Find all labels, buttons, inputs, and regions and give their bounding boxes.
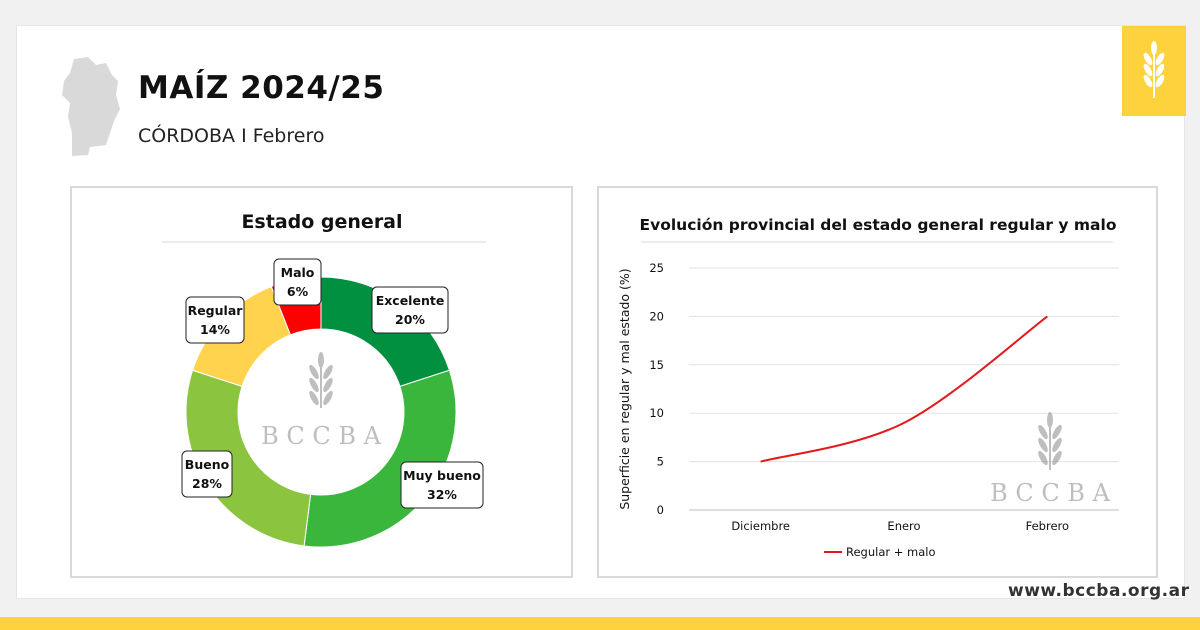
donut-chart: Estado general B C C B A Excelente 20% Muy… [162,211,486,548]
slice-category-label: Excelente [376,293,445,308]
slice-value-label: 28% [192,476,222,491]
y-tick-label: 0 [657,503,664,517]
y-tick-label: 20 [649,309,664,323]
slice-value-label: 32% [427,487,457,502]
data-label-regular: Regular 14% [185,296,245,344]
x-tick-label: Enero [887,519,920,533]
y-axis-label: Superficie en regular y mal estado (%) [617,268,632,509]
data-label-excelente: Excelente 20% [371,286,449,334]
slice-category-label: Regular [188,303,244,318]
line-chart-panel: Evolución provincial del estado general … [597,186,1158,578]
data-label-box [371,286,449,334]
slice-category-label: Muy bueno [403,468,481,483]
donut-chart-title: Estado general [241,211,402,233]
gridlines [689,267,1119,511]
donut-labels: Excelente 20% Muy bueno 32% Bueno 28% Regular 1… [181,258,484,509]
wheat-icon [1038,412,1062,470]
logo-badge [1122,26,1186,116]
data-label-bueno: Bueno 28% [181,450,233,498]
data-label-box [181,450,233,498]
legend: Regular + malo [824,545,936,559]
website-url[interactable]: www.bccba.org.ar [1008,581,1190,601]
province-map-icon [62,57,120,156]
watermark: B C C B A [990,412,1111,507]
donut-slice-bueno [185,369,312,547]
legend-label: Regular + malo [846,545,936,559]
line-chart: Evolución provincial del estado general … [617,216,1119,559]
data-label-box [400,461,484,509]
y-tick-label: 5 [657,455,664,469]
wheat-icon [309,352,333,408]
footer-bar [0,617,1200,630]
slice-value-label: 20% [395,312,425,327]
page-title: MAÍZ 2024/25 [138,70,385,106]
page-subtitle: CÓRDOBA I Febrero [138,125,325,147]
data-label-box [185,296,245,344]
wheat-icon [1143,41,1165,98]
data-label-box [273,258,322,306]
slice-category-label: Bueno [185,457,230,472]
data-label-malo: Malo 6% [273,258,322,306]
slice-value-label: 6% [287,284,309,299]
slice-category-label: Malo [281,265,315,280]
series-line-regular-malo [760,315,1048,463]
data-label-muy-bueno: Muy bueno 32% [400,461,484,509]
watermark-text: B C C B A [261,422,382,450]
y-axis-ticks: 0 5 10 15 20 25 [649,261,664,517]
y-tick-label: 10 [649,406,664,420]
watermark-text: B C C B A [990,479,1111,507]
watermark: B C C B A [261,352,382,450]
donut-chart-panel: Estado general B C C B A Excelente 20% Muy… [70,186,573,578]
slice-value-label: 14% [200,322,230,337]
y-tick-label: 25 [649,261,664,275]
line-chart-title: Evolución provincial del estado general … [640,216,1117,234]
x-axis-ticks: Diciembre Enero Febrero [731,519,1069,533]
x-tick-label: Febrero [1026,519,1069,533]
y-tick-label: 15 [649,358,664,372]
x-tick-label: Diciembre [731,519,790,533]
